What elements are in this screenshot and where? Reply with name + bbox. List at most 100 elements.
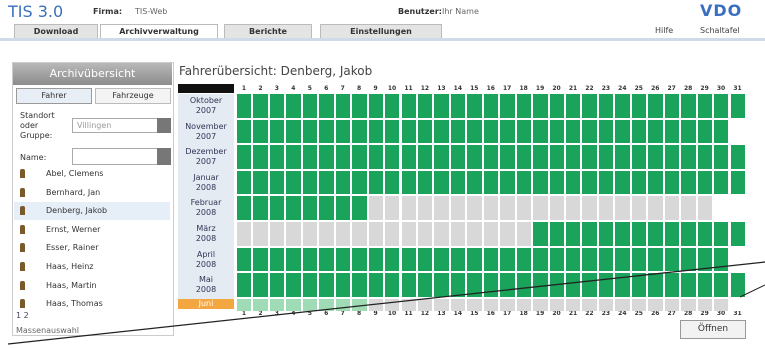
day-cell[interactable] [516,247,532,272]
driver-row[interactable]: Haas, Thomas [14,295,170,313]
day-cell[interactable] [516,273,532,297]
button[interactable]: Fahrer [16,88,92,104]
day-cell[interactable] [681,119,696,144]
day-cell[interactable] [598,222,614,246]
day-cell[interactable] [286,298,301,311]
day-cell[interactable] [417,170,433,195]
tab[interactable]: Berichte [224,24,312,38]
day-cell[interactable] [269,247,285,272]
driver-name[interactable]: Denberg, Jakob [46,206,108,216]
day-cell[interactable] [615,222,630,246]
day-cell[interactable] [697,170,713,195]
day-cell[interactable] [237,222,252,246]
day-cell[interactable] [286,170,301,195]
day-cell[interactable] [319,222,334,246]
day-cell[interactable] [286,222,301,246]
day-cell[interactable] [467,145,482,169]
day-cell[interactable] [335,196,351,220]
day-cell[interactable] [237,298,252,311]
day-cell[interactable] [401,273,416,297]
day-cell[interactable] [664,196,680,220]
day-cell[interactable] [269,119,285,144]
day-cell[interactable] [352,273,367,297]
day-cell[interactable] [664,94,680,118]
day-cell[interactable] [615,273,630,297]
link[interactable]: Hilfe [655,26,674,35]
day-cell[interactable] [302,170,318,195]
day-cell[interactable] [269,145,285,169]
day-cell[interactable] [681,94,696,118]
driver-name[interactable]: Haas, Heinz [46,262,94,271]
day-cell[interactable] [566,170,581,195]
day-cell[interactable] [434,298,449,311]
day-cell[interactable] [253,170,268,195]
driver-row[interactable]: Abel, Clemens [14,165,170,183]
day-cell[interactable] [253,119,268,144]
day-cell[interactable] [549,298,564,311]
sidebar-footer[interactable]: Massenauswahl [16,326,80,335]
day-cell[interactable] [335,247,351,272]
day-cell[interactable] [681,222,696,246]
driver-name[interactable]: Abel, Clemens [46,169,104,178]
day-cell[interactable] [269,170,285,195]
day-cell[interactable] [598,94,614,118]
day-cell[interactable] [714,273,729,297]
day-cell[interactable] [368,247,384,272]
day-cell[interactable] [615,196,630,220]
day-cell[interactable] [648,298,663,311]
day-cell[interactable] [582,273,597,297]
day-cell[interactable] [286,119,301,144]
day-cell[interactable] [302,247,318,272]
day-cell[interactable] [352,145,367,169]
day-cell[interactable] [302,196,318,220]
day-cell[interactable] [286,196,301,220]
day-cell[interactable] [582,94,597,118]
day-cell[interactable] [631,170,647,195]
day-cell[interactable] [237,170,252,195]
day-cell[interactable] [368,273,384,297]
day-cell[interactable] [467,196,482,220]
day-cell[interactable] [434,94,449,118]
day-cell[interactable] [631,145,647,169]
day-cell[interactable] [417,298,433,311]
day-cell[interactable] [450,222,466,246]
day-cell[interactable] [533,222,548,246]
day-cell[interactable] [714,119,729,144]
day-cell[interactable] [253,298,268,311]
day-cell[interactable] [664,247,680,272]
day-cell[interactable] [467,119,482,144]
day-cell[interactable] [533,247,548,272]
day-cell[interactable] [697,145,713,169]
day-cell[interactable] [500,170,515,195]
driver-row[interactable]: Bernhard, Jan [14,184,170,202]
day-cell[interactable] [582,145,597,169]
day-cell[interactable] [237,196,252,220]
link[interactable]: Schaltafel [700,26,740,35]
day-cell[interactable] [566,222,581,246]
day-cell[interactable] [319,298,334,311]
day-cell[interactable] [566,94,581,118]
day-cell[interactable] [483,94,499,118]
tab[interactable]: Download [14,24,98,38]
day-cell[interactable] [681,170,696,195]
day-cell[interactable] [566,196,581,220]
day-cell[interactable] [368,222,384,246]
day-cell[interactable] [302,273,318,297]
day-cell[interactable] [516,119,532,144]
day-cell[interactable] [253,247,268,272]
day-cell[interactable] [450,145,466,169]
day-cell[interactable] [417,247,433,272]
day-cell[interactable] [631,247,647,272]
day-cell[interactable] [615,119,630,144]
day-cell[interactable] [516,145,532,169]
day-cell[interactable] [648,119,663,144]
day-cell[interactable] [631,222,647,246]
day-cell[interactable] [467,170,482,195]
day-cell[interactable] [483,170,499,195]
sort-header[interactable] [178,84,234,93]
day-cell[interactable] [434,196,449,220]
day-cell[interactable] [368,196,384,220]
day-cell[interactable] [549,94,564,118]
day-cell[interactable] [648,273,663,297]
day-cell[interactable] [237,119,252,144]
